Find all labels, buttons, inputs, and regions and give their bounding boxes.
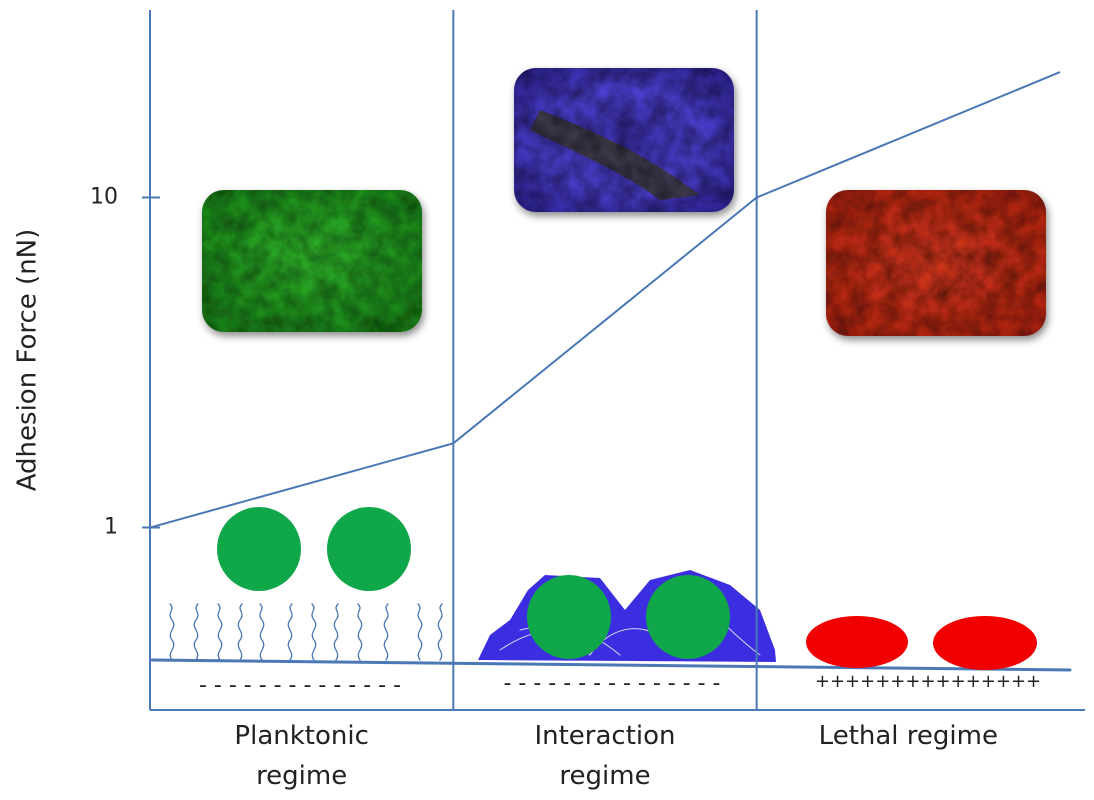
regime-label: Interaction regime	[534, 721, 676, 791]
micrographs	[202, 68, 1046, 336]
surface	[150, 658, 1072, 672]
micrograph-green	[202, 190, 422, 332]
adhesion-line	[149, 71, 1061, 529]
cell	[646, 575, 730, 659]
y-tick-label: 1	[104, 515, 118, 540]
charge-annotation: +++++++++++++++	[815, 671, 1041, 692]
polymer-brush	[169, 603, 443, 661]
dead-cell	[933, 616, 1037, 670]
charge-annotation: - - - - - - - - - - - - - - -	[504, 671, 721, 696]
y-tick-label: 10	[90, 185, 118, 210]
illustration	[150, 507, 1072, 672]
regime-label: Planktonic regime	[234, 721, 369, 791]
micrograph-red	[826, 190, 1046, 336]
cell	[527, 575, 611, 659]
micrograph-blue	[514, 68, 734, 212]
dead-cell	[806, 616, 908, 668]
regime-label: Lethal regime	[818, 721, 998, 751]
cell	[217, 507, 301, 591]
charge-annotation: - - - - - - - - - - - - - -	[199, 673, 401, 698]
cell	[327, 507, 411, 591]
biofilm	[478, 570, 776, 662]
y-axis-label: Adhesion Force (nN)	[13, 229, 43, 492]
